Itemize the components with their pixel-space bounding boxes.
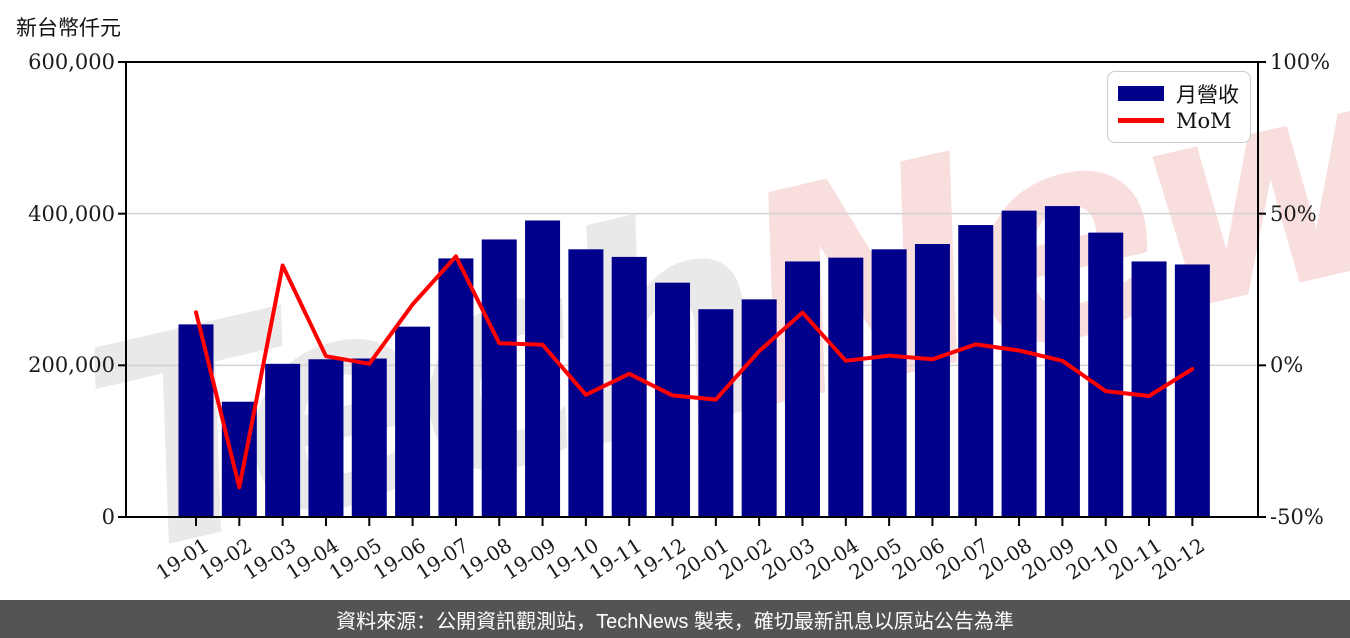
left-axis-tick-label: 0 <box>101 505 115 529</box>
revenue-bar <box>698 309 734 517</box>
right-axis-tick-label: -50% <box>1270 505 1324 529</box>
legend: 月營收 MoM <box>1107 71 1251 143</box>
revenue-bar <box>395 326 431 517</box>
revenue-bar <box>828 257 864 517</box>
revenue-bar <box>655 282 691 517</box>
source-footer: 資料來源：公開資訊觀測站，TechNews 製表，確切最新訊息以原站公告為準 <box>0 600 1350 638</box>
right-axis-tick-label: 0% <box>1270 353 1304 378</box>
revenue-bar <box>958 225 994 517</box>
legend-revenue-label: 月營收 <box>1176 82 1239 107</box>
revenue-bar <box>741 299 777 517</box>
revenue-swatch <box>1118 86 1164 101</box>
left-axis-tick-label: 400,000 <box>28 201 115 226</box>
mom-swatch <box>1118 118 1164 123</box>
revenue-bar <box>265 363 301 517</box>
left-axis-tick-label: 200,000 <box>28 353 115 378</box>
right-axis-tick-label: 100% <box>1270 50 1331 74</box>
revenue-bar <box>871 249 907 517</box>
source-footer-text: 資料來源：公開資訊觀測站，TechNews 製表，確切最新訊息以原站公告為準 <box>336 610 1014 633</box>
revenue-bar <box>438 258 474 517</box>
revenue-bar <box>914 244 950 517</box>
revenue-bar <box>1174 264 1210 517</box>
revenue-bar <box>178 324 214 517</box>
revenue-bar <box>308 359 344 517</box>
legend-item-mom: MoM <box>1118 107 1240 134</box>
revenue-bar <box>481 239 517 517</box>
left-axis-tick-label: 600,000 <box>28 50 115 74</box>
revenue-bar <box>611 256 647 517</box>
revenue-bar <box>1001 210 1037 517</box>
legend-mom-label: MoM <box>1176 108 1232 133</box>
revenue-bar <box>525 220 561 517</box>
revenue-bar <box>784 261 820 517</box>
mom-line <box>194 254 1195 490</box>
legend-item-revenue: 月營收 <box>1118 80 1240 107</box>
revenue-bar <box>351 358 387 517</box>
chart-title: 新台幣仟元 <box>16 16 121 40</box>
plot-frame <box>125 61 1259 518</box>
right-axis-tick-label: 50% <box>1270 201 1317 226</box>
revenue-bar <box>1088 232 1124 517</box>
